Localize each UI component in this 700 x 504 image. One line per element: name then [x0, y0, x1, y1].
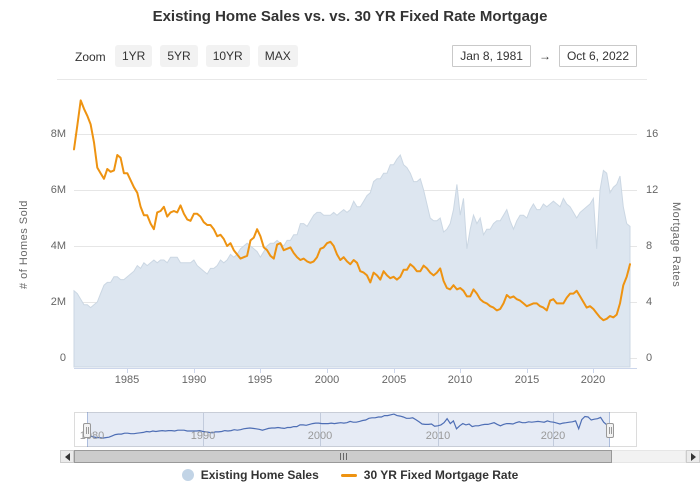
- navigator-mask[interactable]: [87, 412, 610, 447]
- x-axis-tick: [260, 368, 261, 373]
- right-arrow-icon: [690, 452, 696, 461]
- scrollbar-left-button[interactable]: [60, 450, 74, 463]
- navigator-handle-left[interactable]: [83, 423, 91, 438]
- legend-item-sales[interactable]: Existing Home Sales: [181, 468, 319, 482]
- x-axis-label: 2005: [381, 374, 407, 386]
- scrollbar-right-button[interactable]: [686, 450, 700, 463]
- x-axis-label: 2020: [580, 374, 606, 386]
- x-axis-label: 2015: [514, 374, 540, 386]
- legend-label-sales: Existing Home Sales: [200, 468, 319, 482]
- date-range: Jan 8, 1981 → Oct 6, 2022: [452, 45, 637, 67]
- x-axis-tick: [460, 368, 461, 373]
- navigator-label: 2000: [307, 430, 333, 442]
- x-axis-label: 1985: [114, 374, 140, 386]
- zoom-button-10yr[interactable]: 10YR: [205, 45, 250, 67]
- y-axis-label-right: 16: [646, 128, 659, 140]
- range-selector: 1YR 5YR 10YR MAX: [115, 45, 298, 67]
- x-axis-tick: [394, 368, 395, 373]
- chart-title: Existing Home Sales vs. vs. 30 YR Fixed …: [152, 8, 548, 25]
- x-axis-label: 1990: [181, 374, 207, 386]
- date-from-input[interactable]: Jan 8, 1981: [452, 45, 531, 67]
- navigator-handle-right[interactable]: [606, 423, 614, 438]
- navigator-label: 1980: [79, 430, 105, 442]
- left-arrow-icon: [64, 452, 70, 461]
- x-axis-line: [74, 368, 637, 369]
- y-axis-label-right: 8: [646, 240, 653, 252]
- sales-area: [73, 153, 631, 368]
- x-axis-label: 1995: [247, 374, 273, 386]
- navigator-label: 2010: [425, 430, 451, 442]
- x-axis-tick: [127, 368, 128, 373]
- gridline: [74, 134, 637, 135]
- y-axis-label-left: 6M: [50, 184, 66, 196]
- y-axis-title-right: Mortgage Rates: [670, 202, 682, 288]
- navigator-label: 1990: [190, 430, 216, 442]
- x-axis-tick: [593, 368, 594, 373]
- x-axis-tick: [327, 368, 328, 373]
- sales-marker-icon: [181, 469, 194, 481]
- date-to-input[interactable]: Oct 6, 2022: [558, 45, 637, 67]
- gridline: [74, 358, 637, 359]
- zoom-button-1yr[interactable]: 1YR: [115, 45, 153, 67]
- y-axis-label-left: 2M: [50, 296, 66, 308]
- y-axis-label-right: 4: [646, 296, 653, 308]
- y-axis-label-right: 0: [646, 352, 653, 364]
- gridline: [74, 302, 637, 303]
- y-axis-label-left: 0: [59, 352, 66, 364]
- y-axis-label-left: 8M: [50, 128, 66, 140]
- range-arrow-icon: →: [538, 49, 551, 63]
- y-axis-label-right: 12: [646, 184, 659, 196]
- x-axis-tick: [527, 368, 528, 373]
- gridline: [74, 246, 637, 247]
- zoom-button-max[interactable]: MAX: [257, 45, 298, 67]
- zoom-button-5yr[interactable]: 5YR: [160, 45, 198, 67]
- x-axis-label: 2010: [447, 374, 473, 386]
- mortgage-marker-icon: [340, 473, 357, 477]
- scrollbar-thumb[interactable]: [74, 450, 612, 463]
- zoom-label: Zoom: [75, 50, 106, 64]
- gridline: [74, 190, 637, 191]
- y-axis-label-left: 4M: [50, 240, 66, 252]
- toolbar-divider: [57, 79, 647, 80]
- legend-item-mortgage[interactable]: 30 YR Fixed Mortgage Rate: [340, 468, 519, 482]
- legend: Existing Home Sales 30 YR Fixed Mortgage…: [0, 468, 700, 482]
- x-axis-label: 2000: [314, 374, 340, 386]
- legend-label-mortgage: 30 YR Fixed Mortgage Rate: [363, 468, 519, 482]
- navigator-label: 2020: [540, 430, 566, 442]
- x-axis-tick: [194, 368, 195, 373]
